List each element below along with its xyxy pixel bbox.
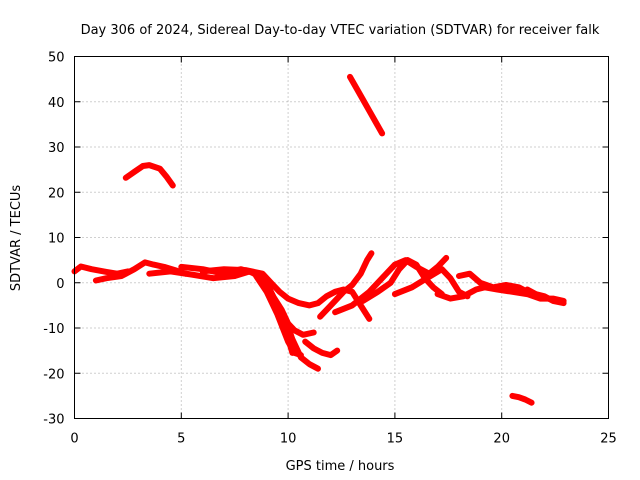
series-track-s12 [332,254,450,316]
series-track-s8 [302,338,341,359]
x-axis-label: GPS time / hours [286,459,395,474]
y-tick-label: -10 [43,322,64,337]
y-tick-label: 40 [48,96,65,111]
series-track-s16 [456,270,527,293]
chart-title: Day 306 of 2024, Sidereal Day-to-day VTE… [81,23,600,38]
series-track-s18 [509,392,535,406]
x-tick-label: 0 [70,432,78,447]
series-track-s6 [253,273,304,359]
series-track-s1 [71,263,131,277]
series-track-s13 [359,257,445,304]
x-tick-label: 5 [177,432,185,447]
y-axis-label: SDTVAR / TECUs [9,185,24,292]
y-tick-label: 50 [48,51,65,66]
y-tick-label: 30 [48,141,65,156]
y-tick-label: 20 [48,186,65,201]
y-tick-label: 10 [48,232,65,247]
grid-lines [74,56,609,419]
series-track-s3 [122,162,176,189]
series-track-s10 [347,73,386,137]
series-track-s7 [280,311,321,372]
series-track-s11 [317,250,375,320]
x-tick-label: 10 [280,432,297,447]
series-track-s17 [524,286,567,307]
y-tick-label: -20 [43,367,64,382]
axis-ticks: 0 5 10 15 20 25 -30 -20 -10 0 10 20 30 40 50 [43,51,617,447]
series-track-s14 [391,266,471,300]
x-tick-label: 15 [387,432,404,447]
series-track-s5 [178,263,317,338]
y-tick-label: -30 [43,413,64,428]
x-tick-label: 20 [493,432,510,447]
y-tick-label: 0 [56,277,64,292]
x-tick-label: 25 [600,432,617,447]
data-series [71,73,567,406]
